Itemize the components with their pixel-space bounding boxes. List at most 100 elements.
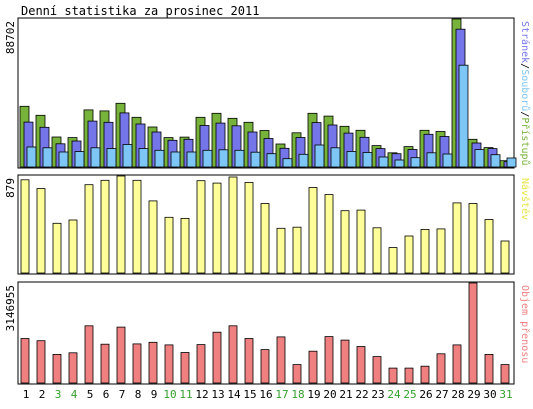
bar-requests-souborů-day-18 xyxy=(298,153,309,168)
x-tick-label-day-3: 3 xyxy=(55,388,62,401)
x-tick-label-day-22: 22 xyxy=(355,388,368,401)
bar-visitors-návštěv-day-9 xyxy=(148,200,158,274)
bar-visitors-návštěv-day-12 xyxy=(196,180,206,274)
x-tick-label-day-2: 2 xyxy=(39,388,46,401)
series-label-part: Souborů xyxy=(519,69,531,111)
bar-volume-objem-přenosu-day-3 xyxy=(52,353,62,384)
bar-visitors-návštěv-day-23 xyxy=(372,227,382,274)
bar-requests-souborů-day-10 xyxy=(170,151,181,168)
bar-volume-objem-přenosu-day-22 xyxy=(356,346,366,384)
x-tick-label-day-31: 31 xyxy=(499,388,512,401)
bar-volume-objem-přenosu-day-4 xyxy=(68,352,78,384)
bar-volume-objem-přenosu-day-7 xyxy=(116,326,126,384)
bar-volume-objem-přenosu-day-2 xyxy=(36,340,46,384)
bar-requests-souborů-day-15 xyxy=(250,151,261,168)
bar-volume-objem-přenosu-day-14 xyxy=(228,325,238,384)
x-tick-label-day-12: 12 xyxy=(195,388,208,401)
bar-volume-objem-přenosu-day-25 xyxy=(404,367,414,384)
bar-visitors-návštěv-day-17 xyxy=(276,227,286,274)
x-tick-label-day-23: 23 xyxy=(371,388,384,401)
bar-volume-objem-přenosu-day-10 xyxy=(164,344,174,384)
bar-requests-souborů-day-11 xyxy=(186,151,197,168)
bar-volume-objem-přenosu-day-1 xyxy=(20,338,30,384)
bar-requests-souborů-day-7 xyxy=(122,144,133,168)
bar-visitors-návštěv-day-30 xyxy=(484,219,494,274)
bar-visitors-návštěv-day-28 xyxy=(452,202,462,274)
bar-requests-souborů-day-26 xyxy=(426,152,437,168)
bar-visitors-návštěv-day-20 xyxy=(324,194,334,274)
bar-requests-souborů-day-3 xyxy=(58,151,69,168)
x-tick-label-day-11: 11 xyxy=(179,388,192,401)
bar-visitors-návštěv-day-3 xyxy=(52,222,62,274)
bar-volume-objem-přenosu-day-26 xyxy=(420,365,430,384)
bar-requests-souborů-day-29 xyxy=(474,149,485,168)
bar-volume-objem-přenosu-day-5 xyxy=(84,325,94,384)
x-tick-label-day-1: 1 xyxy=(23,388,30,401)
bar-visitors-návštěv-day-19 xyxy=(308,187,318,274)
bar-visitors-návštěv-day-7 xyxy=(116,175,126,274)
series-label-part: / xyxy=(519,63,530,69)
bar-volume-objem-přenosu-day-13 xyxy=(212,331,222,384)
bar-requests-souborů-day-13 xyxy=(218,149,229,168)
bar-requests-souborů-day-28 xyxy=(458,64,469,168)
x-tick-label-day-26: 26 xyxy=(419,388,432,401)
bar-visitors-návštěv-day-27 xyxy=(436,228,446,274)
x-tick-label-day-6: 6 xyxy=(103,388,110,401)
bar-requests-souborů-day-21 xyxy=(346,151,357,168)
panel-volume-ymax-label: 3146955 xyxy=(4,285,17,331)
bar-requests-souborů-day-2 xyxy=(42,147,53,168)
bar-volume-objem-přenosu-day-17 xyxy=(276,336,286,384)
bar-volume-objem-přenosu-day-30 xyxy=(484,353,494,384)
bar-requests-souborů-day-20 xyxy=(330,147,341,168)
bar-requests-souborů-day-17 xyxy=(282,158,293,168)
bar-volume-objem-přenosu-day-16 xyxy=(260,349,270,384)
x-tick-label-day-20: 20 xyxy=(323,388,336,401)
bar-volume-objem-přenosu-day-24 xyxy=(388,367,398,384)
bar-requests-souborů-day-9 xyxy=(154,149,165,168)
bar-volume-objem-přenosu-day-21 xyxy=(340,339,350,384)
bar-requests-souborů-day-24 xyxy=(394,159,405,168)
bar-requests-souborů-day-19 xyxy=(314,144,325,168)
bar-volume-objem-přenosu-day-18 xyxy=(292,364,302,384)
x-tick-label-day-8: 8 xyxy=(135,388,142,401)
chart-title: Denní statistika za prosinec 2011 xyxy=(21,4,259,18)
x-tick-label-day-19: 19 xyxy=(307,388,320,401)
x-tick-label-day-9: 9 xyxy=(151,388,158,401)
bar-visitors-návštěv-day-1 xyxy=(20,179,30,274)
panel-visitors-series-label: Návštěv xyxy=(519,178,531,220)
bar-visitors-návštěv-day-16 xyxy=(260,203,270,274)
bar-visitors-návštěv-day-5 xyxy=(84,184,94,274)
bar-visitors-návštěv-day-4 xyxy=(68,219,78,274)
bar-volume-objem-přenosu-day-15 xyxy=(244,338,254,384)
x-tick-label-day-4: 4 xyxy=(71,388,78,401)
x-tick-label-day-21: 21 xyxy=(339,388,352,401)
bar-visitors-návštěv-day-10 xyxy=(164,216,174,274)
bar-requests-souborů-day-6 xyxy=(106,148,117,168)
bar-visitors-návštěv-day-8 xyxy=(132,179,142,274)
x-tick-label-day-15: 15 xyxy=(243,388,256,401)
bar-volume-objem-přenosu-day-9 xyxy=(148,341,158,384)
x-tick-label-day-25: 25 xyxy=(403,388,416,401)
bar-requests-souborů-day-30 xyxy=(490,154,501,168)
series-label-part: Návštěv xyxy=(519,178,531,220)
bar-visitors-návštěv-day-22 xyxy=(356,209,366,274)
bar-volume-objem-přenosu-day-6 xyxy=(100,343,110,384)
series-label-part: Stránek xyxy=(519,21,531,63)
bar-requests-souborů-day-12 xyxy=(202,149,213,168)
x-tick-label-day-5: 5 xyxy=(87,388,94,401)
series-label-part: / xyxy=(519,111,530,117)
bar-requests-souborů-day-16 xyxy=(266,153,277,168)
bar-visitors-návštěv-day-13 xyxy=(212,182,222,274)
bar-volume-objem-přenosu-day-31 xyxy=(500,364,510,384)
x-tick-label-day-30: 30 xyxy=(483,388,496,401)
bar-visitors-návštěv-day-31 xyxy=(500,240,510,274)
x-tick-label-day-18: 18 xyxy=(291,388,304,401)
bar-requests-souborů-day-8 xyxy=(138,148,149,168)
bar-volume-objem-přenosu-day-11 xyxy=(180,352,190,384)
bar-visitors-návštěv-day-2 xyxy=(36,188,46,274)
bar-requests-souborů-day-1 xyxy=(26,146,37,168)
bar-volume-objem-přenosu-day-27 xyxy=(436,353,446,384)
panel-volume-series-label: Objem přenosu xyxy=(519,285,531,363)
